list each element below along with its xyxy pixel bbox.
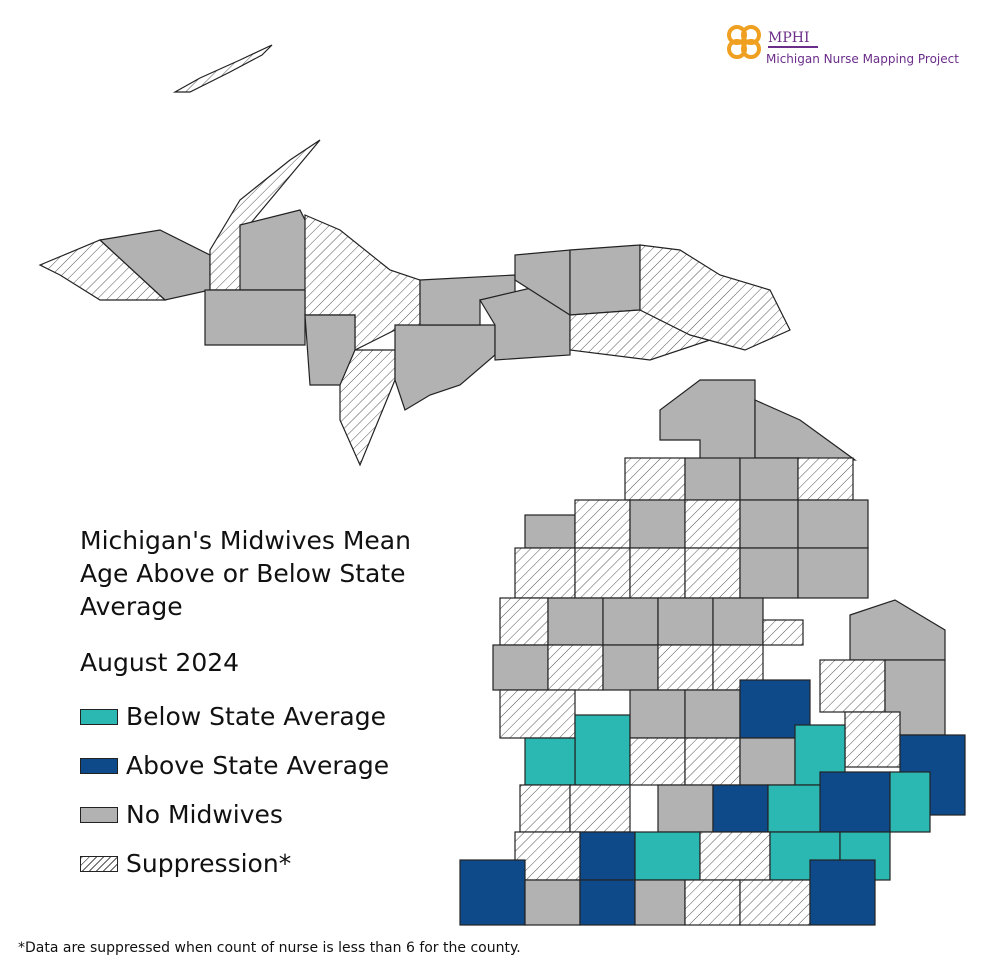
legend-item: No Midwives bbox=[80, 790, 389, 839]
county bbox=[339, 349, 396, 467]
county bbox=[579, 879, 636, 926]
county bbox=[797, 547, 869, 599]
county bbox=[797, 457, 854, 501]
county bbox=[684, 499, 741, 549]
county bbox=[629, 689, 686, 739]
county bbox=[514, 547, 576, 599]
county bbox=[657, 597, 714, 646]
county bbox=[684, 879, 741, 926]
county bbox=[524, 879, 581, 926]
legend-swatch bbox=[80, 757, 118, 774]
legend-swatch bbox=[80, 855, 118, 872]
county bbox=[657, 784, 714, 833]
legend-item: Above State Average bbox=[80, 741, 389, 790]
county bbox=[819, 659, 886, 713]
county bbox=[797, 499, 869, 549]
logo-icon bbox=[727, 25, 761, 59]
county bbox=[239, 209, 311, 291]
footnote: *Data are suppressed when count of nurse… bbox=[18, 940, 521, 956]
county bbox=[639, 244, 791, 351]
legend-label: Suppression* bbox=[126, 849, 292, 878]
county bbox=[38, 239, 167, 301]
county bbox=[629, 547, 686, 599]
county bbox=[634, 879, 686, 926]
county bbox=[657, 644, 714, 691]
county bbox=[499, 597, 549, 646]
county bbox=[204, 289, 306, 346]
county bbox=[394, 324, 496, 411]
map-title: Michigan's Midwives Mean Age Above or Be… bbox=[80, 526, 411, 621]
county bbox=[629, 499, 686, 549]
legend-swatch bbox=[80, 806, 118, 823]
county bbox=[809, 859, 876, 926]
legend-swatch bbox=[80, 708, 118, 725]
county bbox=[739, 737, 796, 786]
county bbox=[574, 499, 631, 549]
county bbox=[524, 737, 576, 786]
logo-name: MPHI bbox=[768, 30, 818, 48]
legend-item: Below State Average bbox=[80, 692, 389, 741]
county bbox=[514, 831, 581, 881]
county bbox=[884, 659, 946, 736]
county bbox=[569, 784, 631, 833]
county bbox=[762, 619, 804, 646]
county bbox=[844, 711, 901, 768]
legend-label: Below State Average bbox=[126, 702, 386, 731]
county bbox=[492, 644, 549, 691]
county bbox=[569, 244, 641, 316]
legend: Below State Average Above State Average No… bbox=[80, 692, 389, 888]
legend-label: No Midwives bbox=[126, 800, 283, 829]
map-subtitle: August 2024 bbox=[80, 648, 240, 677]
county bbox=[712, 597, 764, 646]
county bbox=[499, 689, 576, 739]
county bbox=[819, 771, 891, 833]
county bbox=[712, 784, 769, 833]
county bbox=[767, 784, 824, 833]
legend-item: Suppression* bbox=[80, 839, 389, 888]
county bbox=[524, 514, 576, 549]
county bbox=[629, 737, 686, 786]
county bbox=[602, 644, 659, 691]
county bbox=[579, 831, 636, 881]
county bbox=[634, 831, 701, 881]
county bbox=[684, 547, 741, 599]
logo-subtitle: Michigan Nurse Mapping Project bbox=[766, 52, 959, 66]
county bbox=[889, 771, 931, 833]
counties bbox=[38, 44, 966, 926]
county bbox=[547, 644, 604, 691]
county bbox=[739, 499, 799, 549]
county bbox=[602, 597, 659, 646]
county bbox=[684, 457, 741, 501]
county bbox=[574, 547, 631, 599]
county bbox=[574, 714, 631, 786]
county bbox=[754, 399, 857, 461]
county bbox=[547, 597, 604, 646]
county bbox=[739, 879, 811, 926]
county bbox=[739, 457, 799, 501]
county bbox=[519, 784, 571, 833]
county bbox=[659, 379, 756, 461]
county bbox=[739, 547, 799, 599]
county bbox=[459, 859, 526, 926]
county bbox=[624, 457, 686, 501]
county bbox=[172, 44, 273, 93]
legend-label: Above State Average bbox=[126, 751, 390, 780]
county bbox=[849, 599, 946, 661]
county bbox=[699, 831, 771, 881]
county bbox=[684, 689, 741, 739]
county bbox=[684, 737, 741, 786]
